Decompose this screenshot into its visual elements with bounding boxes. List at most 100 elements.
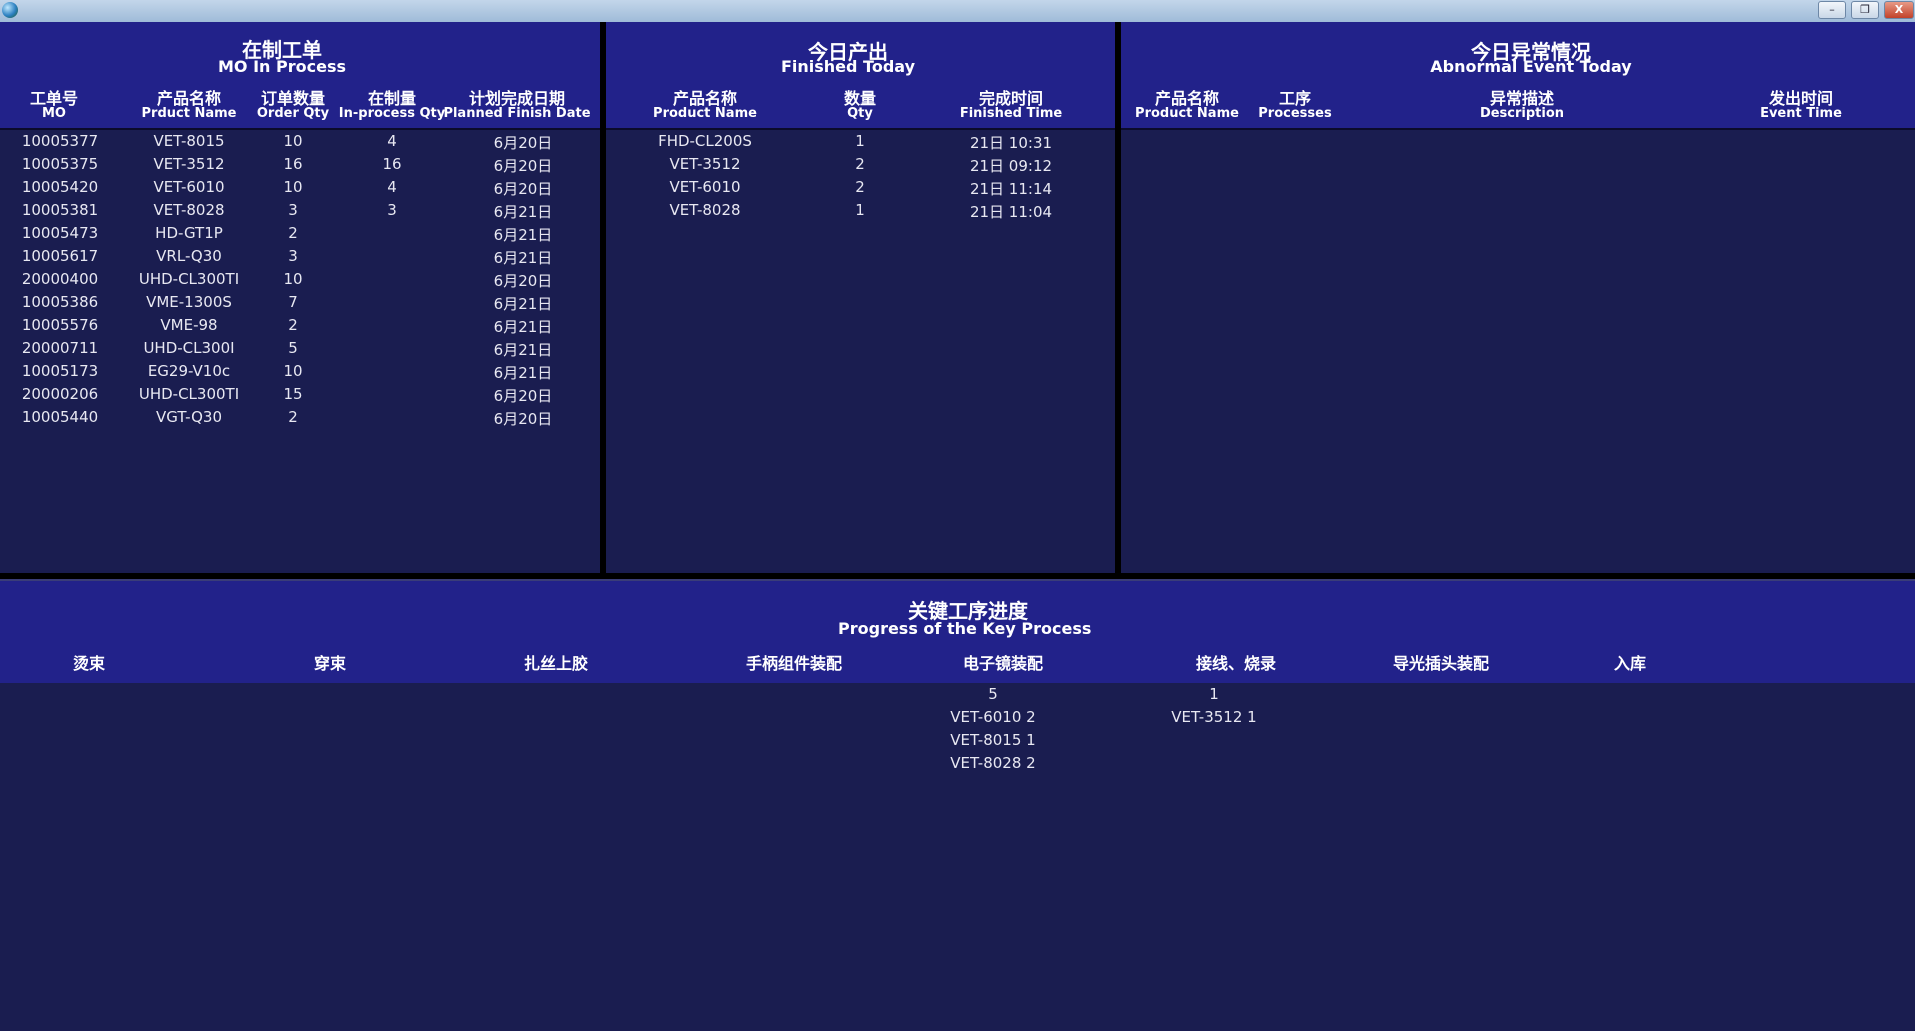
table-cell: 10005576 (21, 316, 99, 334)
table-row[interactable]: 20000711 UHD-CL300I 5 6月21日 (0, 339, 600, 362)
table-row[interactable]: 10005381 VET-8028 3 3 6月21日 (0, 201, 600, 224)
table-row[interactable]: 10005173 EG29-V10c 10 6月21日 (0, 362, 600, 385)
panel-title-cn: 今日异常情况 (1471, 40, 1591, 64)
column-header-cn: 计划完成日期 (468, 89, 565, 108)
column-header-en: In-process Qty (338, 106, 446, 121)
column-header-en: Product Name (1135, 106, 1239, 121)
process-column-header: 入库 (1613, 654, 1646, 673)
process-cell: 1 (1209, 685, 1219, 703)
column-header-cn: 工序 (1278, 89, 1311, 108)
panel-title-en: Abnormal Event Today (1430, 57, 1632, 76)
table-cell: 4 (387, 132, 397, 150)
column-header-cn: 订单数量 (260, 89, 325, 108)
table-cell: VME-98 (160, 316, 218, 334)
table-cell: 2 (288, 224, 298, 242)
table-cell: 6月21日 (493, 226, 553, 244)
table-cell: 10 (283, 270, 303, 288)
table-row[interactable]: FHD-CL200S 1 21日 10:31 (606, 132, 1115, 155)
column-header-cn: 产品名称 (156, 89, 221, 108)
process-column-header: 导光插头装配 (1392, 654, 1489, 673)
panel-title-cn: 今日产出 (808, 40, 888, 64)
process-column-header: 穿束 (313, 654, 346, 673)
restore-button[interactable]: ❐ (1851, 1, 1879, 19)
table-row[interactable]: VET-3512 2 21日 09:12 (606, 155, 1115, 178)
table-row[interactable]: 20000400 UHD-CL300TI 10 6月20日 (0, 270, 600, 293)
table-row[interactable]: 10005440 VGT-Q30 2 6月20日 (0, 408, 600, 431)
table-cell: 10005473 (21, 224, 99, 242)
abnormal-event-panel: 今日异常情况 Abnormal Event Today 产品名称 Product … (1121, 22, 1915, 573)
table-cell: 21日 11:04 (969, 203, 1053, 221)
table-cell: VME-1300S (146, 293, 232, 311)
table-cell: 2 (288, 408, 298, 426)
table-cell: 2 (288, 316, 298, 334)
table-cell: 3 (288, 201, 298, 219)
process-cell: VET-8028 2 (950, 754, 1036, 772)
close-button[interactable]: X (1884, 1, 1914, 19)
table-cell: 21日 09:12 (969, 157, 1053, 175)
table-cell: 6月20日 (493, 157, 553, 175)
table-cell: 6月20日 (493, 134, 553, 152)
minimize-button[interactable]: – (1818, 1, 1846, 19)
table-cell: VET-6010 (669, 178, 741, 196)
table-cell: 10005440 (21, 408, 99, 426)
table-cell: UHD-CL300I (143, 339, 235, 357)
table-cell: 6月20日 (493, 180, 553, 198)
app-globe-icon (2, 2, 18, 18)
table-cell: 6月21日 (493, 318, 553, 336)
column-header-en: Event Time (1760, 106, 1842, 121)
table-cell: 20000206 (21, 385, 99, 403)
table-cell: UHD-CL300TI (138, 270, 240, 288)
table-row[interactable]: 10005576 VME-98 2 6月21日 (0, 316, 600, 339)
column-header-cn: 数量 (843, 89, 876, 108)
process-cell: 5 (988, 685, 998, 703)
process-column-header: 烫束 (72, 654, 105, 673)
column-header-en: Prduct Name (141, 106, 237, 121)
process-cell: VET-8015 1 (950, 731, 1036, 749)
table-row[interactable]: 10005377 VET-8015 10 4 6月20日 (0, 132, 600, 155)
table-cell: UHD-CL300TI (138, 385, 240, 403)
column-header-cn: 在制量 (367, 89, 416, 108)
process-cell: VET-6010 2 (950, 708, 1036, 726)
table-cell: 6月21日 (493, 364, 553, 382)
table-row[interactable]: VET-6010 2 21日 11:14 (606, 178, 1115, 201)
table-row[interactable]: 10005420 VET-6010 10 4 6月20日 (0, 178, 600, 201)
table-cell: 10005617 (21, 247, 99, 265)
table-row[interactable]: 10005617 VRL-Q30 3 6月21日 (0, 247, 600, 270)
table-cell: 10 (283, 178, 303, 196)
table-row[interactable]: VET-8028 1 21日 11:04 (606, 201, 1115, 224)
table-row[interactable]: 10005375 VET-3512 16 16 6月20日 (0, 155, 600, 178)
table-cell: 10005420 (21, 178, 99, 196)
column-header-en: Processes (1258, 106, 1332, 121)
panel-title-cn: 在制工单 (242, 38, 322, 62)
table-cell: 6月21日 (493, 341, 553, 359)
key-process-progress-panel: 关键工序进度 Progress of the Key Process 烫束 穿束 扎… (0, 579, 1915, 1031)
table-cell: 1 (855, 201, 865, 219)
table-cell: 6月20日 (493, 410, 553, 428)
table-cell: 4 (387, 178, 397, 196)
table-cell: VET-6010 (153, 178, 225, 196)
table-cell: VET-8028 (153, 201, 225, 219)
process-column-header: 扎丝上胶 (523, 654, 588, 673)
table-row[interactable]: 20000206 UHD-CL300TI 15 6月20日 (0, 385, 600, 408)
table-cell: VGT-Q30 (156, 408, 222, 426)
mo-in-process-panel: 在制工单 MO In Process 工单号 MO 产品名称 Prduct Name 订… (0, 22, 600, 573)
table-cell: FHD-CL200S (658, 132, 752, 150)
process-column-header: 电子镜装配 (962, 654, 1043, 673)
table-cell: 3 (288, 247, 298, 265)
column-header-en: Product Name (653, 106, 757, 121)
table-cell: VET-8028 (669, 201, 741, 219)
table-cell: 20000711 (21, 339, 99, 357)
column-header-en: Planned Finish Date (443, 106, 591, 121)
table-cell: VRL-Q30 (156, 247, 222, 265)
process-cell: VET-3512 1 (1171, 708, 1257, 726)
table-cell: HD-GT1P (155, 224, 223, 242)
table-row[interactable]: 10005386 VME-1300S 7 6月21日 (0, 293, 600, 316)
table-cell: 10005381 (21, 201, 99, 219)
table-cell: 16 (283, 155, 303, 173)
table-row[interactable]: 10005473 HD-GT1P 2 6月21日 (0, 224, 600, 247)
table-cell: VET-3512 (153, 155, 225, 173)
table-cell: 10005386 (21, 293, 99, 311)
abnormal-panel-header: 今日异常情况 Abnormal Event Today 产品名称 Product … (1121, 22, 1915, 130)
column-header-cn: 产品名称 (1154, 89, 1219, 108)
mo-panel-header: 在制工单 MO In Process 工单号 MO 产品名称 Prduct Name 订… (0, 22, 600, 130)
